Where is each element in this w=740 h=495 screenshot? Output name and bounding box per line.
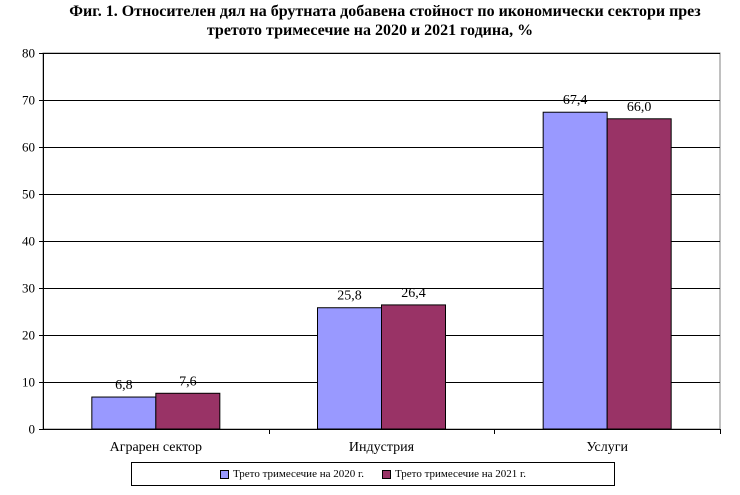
x-tick-label-2: Услуги (586, 440, 628, 455)
x-tick-label-0: Аграрен сектор (110, 440, 202, 455)
y-tick-label-10: 10 (22, 375, 35, 390)
y-tick-label-0: 0 (29, 422, 36, 437)
bar-series-1-1 (381, 304, 446, 430)
legend-swatch-2021 (382, 469, 391, 479)
legend-item-2020: Трето тримесечие на 2020 г. (219, 468, 364, 480)
y-tick-label-50: 50 (22, 187, 35, 202)
chart-legend: Трето тримесечие на 2020 г. Трето тримес… (131, 462, 615, 486)
chart-title-line-2: третото тримесечие на 2020 и 2021 година… (206, 22, 534, 39)
chart-title-line-1: Фиг. 1. Относителен дял на брутната доба… (69, 3, 701, 20)
x-tick-label-1: Индустрия (349, 440, 415, 455)
legend-label-2021: Трето тримесечие на 2021 г. (395, 468, 527, 480)
y-tick-label-40: 40 (22, 234, 35, 249)
y-tick-label-30: 30 (22, 281, 35, 296)
bar-series-0-0 (91, 396, 157, 430)
data-label-series-1-0: 7,6 (179, 374, 197, 389)
bar-series-1-2 (606, 118, 672, 430)
y-tick-label-20: 20 (22, 328, 35, 343)
y-tick-label-80: 80 (22, 46, 35, 61)
data-label-series-0-2: 67,4 (563, 93, 588, 108)
data-label-series-1-1: 26,4 (401, 286, 426, 301)
legend-swatch-2020 (219, 469, 229, 479)
data-label-series-0-1: 25,8 (337, 289, 362, 304)
legend-label-2020: Трето тримесечие на 2020 г. (232, 468, 364, 480)
chart-title: Фиг. 1. Относителен дял на брутната доба… (0, 2, 740, 40)
bar-series-0-2 (542, 111, 608, 430)
bar-series-0-1 (317, 307, 382, 430)
data-label-series-1-2: 66,0 (627, 100, 652, 115)
data-label-series-0-0: 6,8 (115, 378, 133, 393)
legend-item-2021: Трето тримесечие на 2021 г. (382, 468, 526, 480)
y-tick-label-60: 60 (22, 140, 35, 155)
bar-series-1-0 (155, 392, 221, 430)
y-tick-label-70: 70 (22, 93, 35, 108)
